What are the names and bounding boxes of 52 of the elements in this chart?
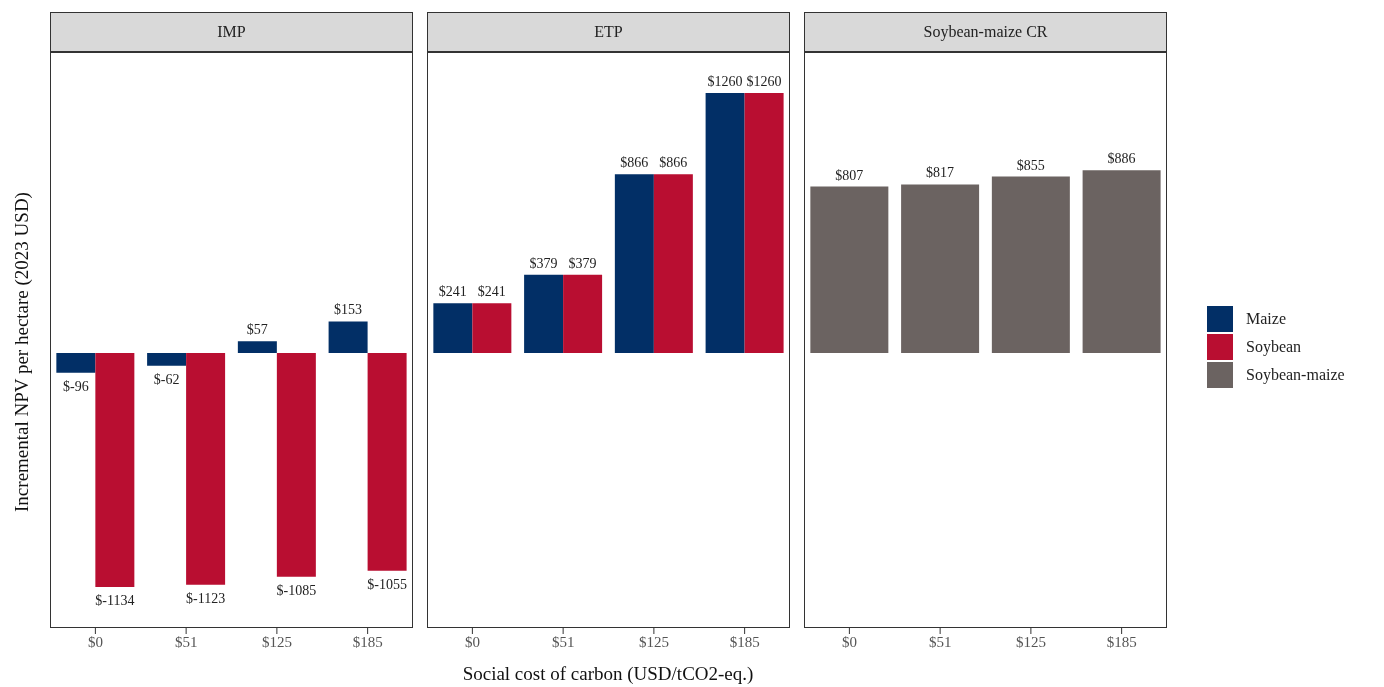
y-axis-title: Incremental NPV per hectare (2023 USD): [10, 191, 33, 514]
bar: [744, 93, 784, 353]
x-tick-label: $125: [261, 633, 292, 650]
data-label: $57: [246, 322, 268, 338]
chart-title: ETP: [427, 12, 790, 52]
bar: [705, 93, 745, 353]
x-tick-label: $0: [464, 633, 480, 650]
bar: [810, 186, 889, 353]
data-label: $886: [1107, 151, 1136, 167]
x-tick-label: $51: [928, 633, 952, 650]
data-label: $379: [568, 255, 597, 271]
bar: [433, 303, 473, 353]
data-label: $-62: [153, 371, 180, 387]
bar: [991, 176, 1070, 353]
data-label: $1260: [746, 74, 782, 90]
bar: [524, 274, 564, 353]
chart-title: IMP: [50, 12, 413, 52]
x-tick-label: $0: [841, 633, 857, 650]
chart-title: Soybean-maize CR: [804, 12, 1167, 52]
x-tick-label: $125: [1015, 633, 1046, 650]
x-tick-label: $51: [551, 633, 575, 650]
x-tick-label: $185: [352, 633, 383, 650]
bar: [653, 174, 693, 353]
x-tick-label: $185: [1106, 633, 1137, 650]
data-label: $807: [835, 167, 864, 183]
x-tick-label: $125: [638, 633, 669, 650]
x-tick-label: $0: [87, 633, 103, 650]
data-label: $1260: [707, 74, 743, 90]
legend-label: Soybean: [1246, 338, 1302, 356]
data-label: $-96: [63, 378, 89, 394]
data-label: $379: [529, 255, 558, 271]
x-axis-title: Social cost of carbon (USD/tCO2-eq.): [461, 662, 755, 686]
data-label: $-1134: [95, 592, 135, 608]
data-label: $241: [477, 284, 506, 300]
data-label: $153: [334, 302, 363, 318]
bar: [901, 184, 980, 353]
data-label: $-1085: [276, 582, 317, 598]
data-label: $241: [438, 284, 467, 300]
data-label: $855: [1016, 157, 1045, 173]
data-label: $-1123: [186, 590, 226, 606]
legend-label: Soybean-maize: [1246, 366, 1345, 384]
data-label: $817: [926, 165, 955, 181]
x-tick-label: $185: [729, 633, 760, 650]
bar: [563, 274, 603, 353]
x-tick-label: $51: [174, 633, 198, 650]
legend-label: Maize: [1246, 310, 1286, 328]
data-label: $866: [659, 155, 688, 171]
bar: [472, 303, 512, 353]
data-label: $866: [620, 155, 649, 171]
bar: [1082, 170, 1161, 353]
bar: [614, 174, 654, 353]
data-label: $-1055: [367, 576, 407, 592]
